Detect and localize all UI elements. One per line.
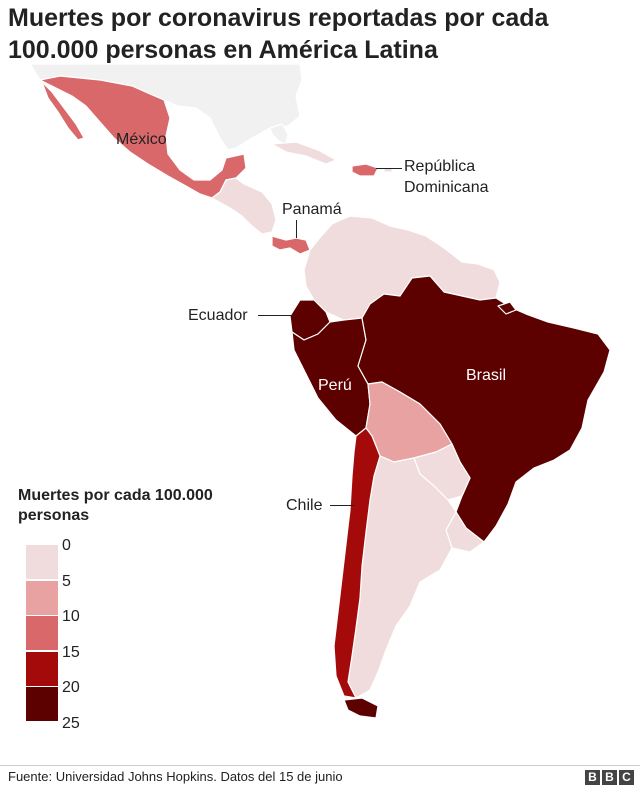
legend-tick-label: 10 (62, 608, 80, 626)
region-chile (333, 427, 381, 699)
legend-swatch (26, 580, 58, 615)
region-republica-dominicana (351, 163, 379, 177)
region-tierra-del-fuego (343, 697, 379, 719)
legend-tick-label: 5 (62, 572, 71, 590)
bbc-logo-letter: C (619, 770, 634, 785)
leader-panama (296, 220, 297, 238)
region-florida (269, 123, 289, 145)
legend-tick-label: 0 (62, 537, 71, 554)
legend-tick-label: 20 (62, 679, 80, 697)
source-note: Fuente: Universidad Johns Hopkins. Datos… (8, 769, 343, 784)
legend-swatch (26, 687, 58, 722)
map-title: Muertes por coronavirus reportadas por c… (8, 4, 549, 64)
region-mexico (39, 75, 247, 199)
footer-divider (0, 765, 640, 766)
legend-swatch (26, 616, 58, 651)
label-peru: Perú (318, 377, 352, 394)
bbc-logo: B B C (585, 770, 634, 785)
label-panama: Panamá (282, 201, 342, 218)
label-mexico: México (116, 131, 167, 148)
legend-swatch (26, 545, 58, 579)
region-baja (41, 81, 85, 141)
label-chile: Chile (286, 497, 323, 514)
leader-chile (330, 505, 354, 506)
legend-title: Muertes por cada 100.000 personas (18, 487, 213, 524)
legend-tick-label: 25 (62, 715, 80, 732)
legend-tick-label: 15 (62, 643, 80, 661)
leader-ecuador (258, 315, 294, 316)
leader-republica-dominicana (376, 168, 402, 169)
region-central-america (211, 177, 277, 235)
region-cuba (271, 141, 337, 165)
bbc-logo-letter: B (602, 770, 617, 785)
label-republica-dominicana: República Dominicana (404, 158, 489, 196)
bbc-logo-letter: B (585, 770, 600, 785)
label-ecuador: Ecuador (188, 307, 248, 324)
region-panama (271, 235, 311, 255)
legend-swatch (26, 651, 58, 686)
region-guayana-francesa (497, 301, 517, 315)
label-brasil: Brasil (466, 367, 507, 384)
